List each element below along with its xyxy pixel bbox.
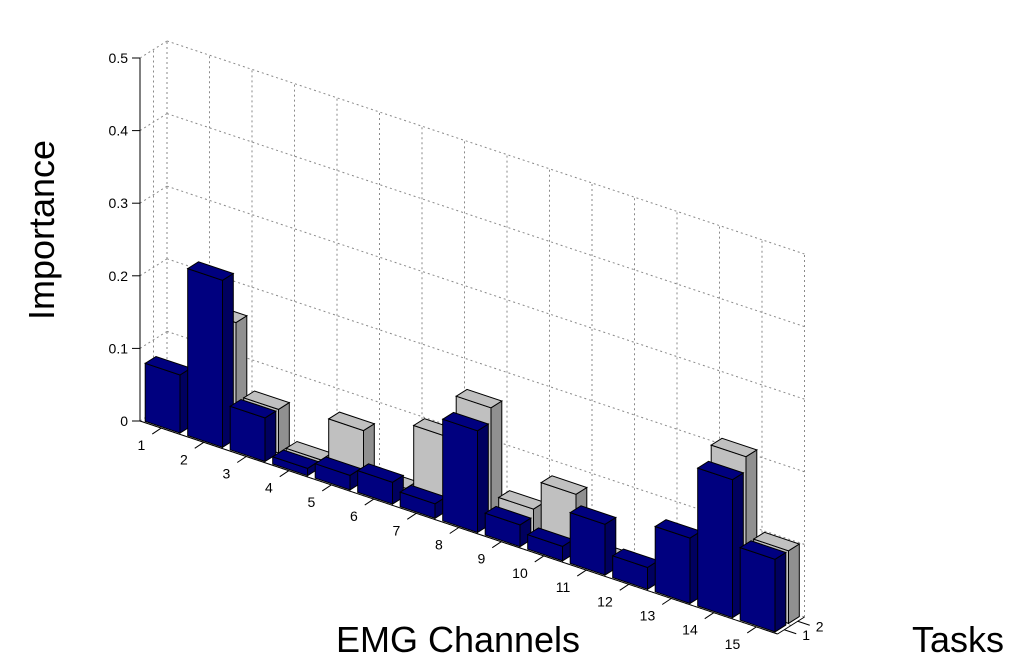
bar-top-face [229, 398, 277, 419]
bar-top-face [569, 505, 617, 525]
bar-task1-ch6 [356, 463, 405, 506]
x-tick-label: 10 [512, 565, 528, 581]
bar-top-face [752, 531, 801, 552]
bars [144, 261, 801, 633]
x-tick-label: 3 [222, 466, 230, 482]
axes [132, 57, 810, 635]
grid-line-back [166, 113, 805, 328]
y-tick-label: 0.1 [109, 340, 129, 356]
z-tick-label: 1 [802, 627, 810, 643]
bar-top-face [242, 390, 291, 410]
bar-top-face [186, 261, 235, 281]
y-axis-label: Importance [21, 140, 62, 320]
x-tick [534, 555, 545, 563]
grid-line-back [166, 185, 805, 400]
x-tick [236, 456, 247, 463]
x-tick-label: 11 [556, 579, 571, 595]
x-tick [279, 470, 290, 478]
x-tick [449, 527, 460, 534]
x-tick-label: 9 [477, 551, 485, 567]
y-tick-label: 0.4 [109, 123, 129, 139]
y-tick-label: 0 [120, 413, 128, 429]
z-tick [797, 620, 810, 626]
x-tick [746, 626, 757, 634]
bar-side-face [774, 551, 787, 633]
bar-task1-ch13 [654, 519, 702, 605]
bar-top-face [441, 411, 490, 432]
z-axis-label: Tasks [912, 619, 1004, 660]
bar-top-face [484, 505, 532, 526]
x-tick [576, 569, 587, 577]
bar-front-face [654, 525, 691, 605]
grid-line-side [139, 330, 168, 349]
y-tick-label: 0.5 [109, 50, 129, 66]
y-tick-label: 0.3 [109, 195, 129, 211]
bar-task1-ch2 [186, 261, 235, 449]
bar-task1-ch7 [399, 484, 447, 520]
x-tick-label: 1 [137, 437, 145, 453]
grid-line-side [139, 185, 168, 204]
x-tick-label: 6 [350, 508, 358, 524]
x-tick-label: 2 [180, 451, 188, 467]
x-tick [364, 498, 375, 506]
x-tick-label: 13 [640, 608, 656, 624]
x-tick-label: 14 [682, 622, 698, 638]
bar-top-face [327, 411, 376, 432]
z-tick [784, 629, 797, 635]
x-tick [194, 441, 205, 449]
grid-line-back [166, 258, 805, 473]
y-tick-label: 0.2 [109, 268, 129, 284]
bar-task1-ch3 [229, 398, 277, 463]
bar-top-face [356, 463, 405, 483]
bar-top-face [710, 437, 758, 458]
bar-task1-ch14 [696, 460, 745, 619]
x-tick-label: 8 [435, 537, 443, 553]
x-tick [151, 427, 162, 435]
x-tick [406, 512, 417, 520]
x-tick-label: 15 [725, 636, 741, 652]
z-tick-label: 2 [816, 618, 824, 634]
bar-side-face [278, 401, 290, 454]
bar-front-face [187, 267, 223, 448]
x-axis-label: EMG Channels [336, 619, 580, 660]
x-tick [704, 612, 715, 620]
bar-front-face [697, 467, 733, 619]
x-tick [491, 541, 502, 549]
x-tick [619, 583, 630, 591]
bar-side-face [264, 410, 277, 463]
bar-task1-ch15 [739, 540, 787, 633]
bar-top-face [455, 388, 503, 409]
bar-task1-ch8 [441, 411, 490, 534]
bar-side-face [788, 543, 800, 625]
bar-task1-ch12 [611, 548, 660, 591]
z-axis-line [777, 616, 805, 635]
bar-task1-ch1 [144, 355, 192, 435]
bar-top-face [696, 460, 745, 481]
grid-line-back [166, 40, 805, 255]
bar-front-face [739, 546, 776, 633]
x-tick-label: 7 [392, 522, 400, 538]
grid-line-side [139, 40, 168, 59]
x-tick [661, 598, 672, 605]
bar-top-face [540, 475, 588, 495]
bar-top-face [739, 540, 787, 560]
x-tick-label: 12 [597, 593, 613, 609]
x-tick [321, 484, 332, 492]
bar-front-face [442, 418, 478, 534]
bar-task1-ch11 [569, 505, 617, 577]
x-tick-label: 5 [307, 494, 315, 510]
x-tick-label: 4 [265, 480, 273, 496]
